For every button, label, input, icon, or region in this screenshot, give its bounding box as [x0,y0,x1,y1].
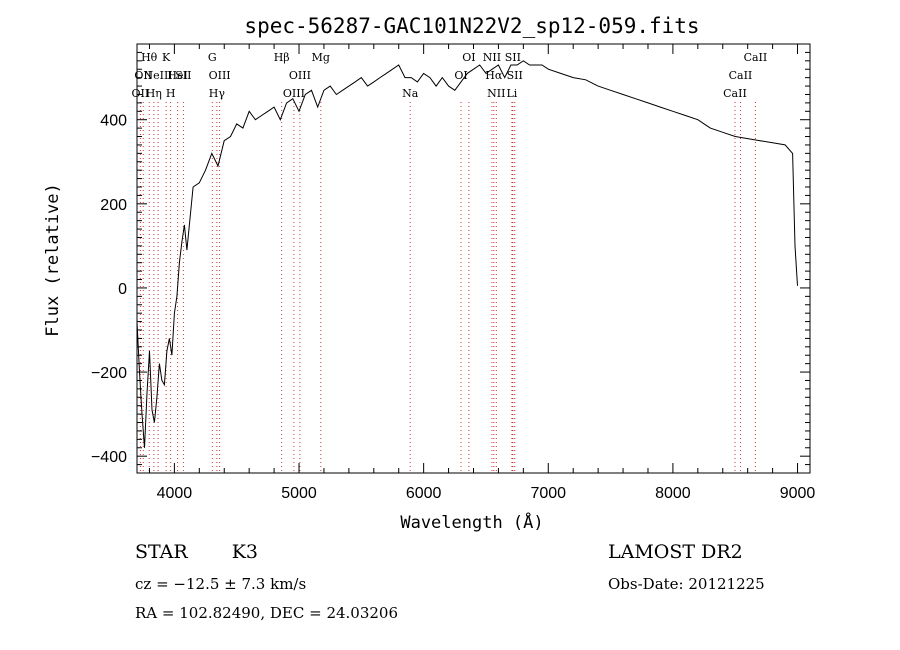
line-label-16: Na [402,87,419,100]
y-tick-label: −400 [91,449,127,466]
x-tick-label: 9000 [780,485,816,502]
line-label-27: CaII [744,51,768,64]
x-tick-label: 7000 [530,485,566,502]
subclass-label: K3 [231,541,259,563]
plot-frame [136,43,811,474]
line-label-0: OII [132,87,150,100]
line-label-8: SII [175,69,191,82]
y-tick-labels: −400 −200 0 200 400 [91,113,127,466]
redshift-text: cz = −12.5 ± 7.3 km/s [135,575,307,593]
x-tick-label: 5000 [281,485,317,502]
line-label-10: Hγ [209,87,226,100]
line-label-9: G [208,51,217,64]
object-class: STAR K3 [135,541,258,563]
y-axis-label: Flux (relative) [43,183,63,337]
chart-title: spec-56287-GAC101N22V2_sp12-059.fits [244,14,699,38]
y-tick-label: 400 [100,113,127,130]
line-label-15: Mg [312,51,330,64]
line-label-21: NII [487,87,505,100]
emission-line-labels: OIIOIIHθHηNeIIIKHHeISIIGHγOIIIHβOIIIOIII… [132,51,768,100]
axis-ticks [137,43,810,474]
line-label-3: Hη [146,87,162,100]
line-label-7: HeI [167,69,187,82]
coordinates-text: RA = 102.82490, DEC = 24.03206 [135,604,399,622]
line-label-11: OIII [209,69,231,82]
x-tick-label: 6000 [406,485,442,502]
x-axis-label: Wavelength (Å) [400,511,543,533]
line-label-17: OI [454,69,467,82]
x-tick-label: 4000 [157,485,193,502]
line-label-19: NII [483,51,501,64]
line-label-23: Li [506,87,517,100]
line-label-12: Hβ [274,51,290,64]
x-tick-labels: 4000 5000 6000 7000 8000 9000 [157,485,816,502]
line-label-14: OIII [289,69,311,82]
class-label: STAR [135,541,188,563]
line-label-18: OI [462,51,475,64]
emission-lines [139,102,756,473]
x-tick-label: 8000 [655,485,691,502]
line-label-2: Hθ [141,51,158,64]
line-label-6: H [166,87,176,100]
line-label-24: SII [507,69,523,82]
line-label-5: K [162,51,171,64]
line-label-4: NeIII [143,69,172,82]
obs-date-text: Obs-Date: 20121225 [608,575,765,593]
spectrum-series-line [136,60,798,448]
y-tick-label: 0 [118,281,127,298]
line-label-22: SII [505,51,521,64]
line-label-1: OII [134,69,152,82]
survey-label: LAMOST DR2 [608,541,743,563]
line-label-25: CaII [723,87,747,100]
y-tick-label: 200 [100,197,127,214]
line-label-13: OIII [283,87,305,100]
line-label-26: CaII [729,69,753,82]
line-label-20: Hα [485,69,503,82]
y-tick-label: −200 [91,365,127,382]
